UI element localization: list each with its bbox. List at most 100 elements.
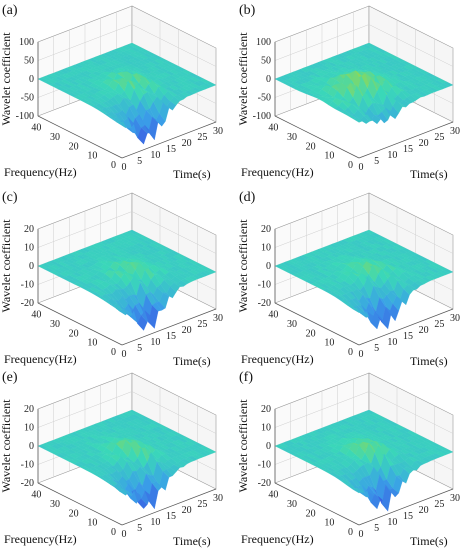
- time-tick-label: 25: [197, 499, 207, 510]
- freq-axis-label: Frequency(Hz): [241, 352, 314, 366]
- freq-tick-label: 30: [287, 499, 297, 510]
- freq-tick-label: 20: [69, 328, 79, 339]
- time-axis: [358, 488, 454, 526]
- surface-cell: [443, 81, 454, 87]
- time-tick-label: 25: [434, 132, 444, 143]
- z-tick-label: -100: [16, 111, 34, 122]
- freq-tick-label: 10: [87, 338, 97, 349]
- z-tick-label: 0: [266, 74, 271, 85]
- time-tick-label: 10: [150, 517, 160, 528]
- time-tick-label: 15: [403, 511, 413, 522]
- freq-tick-label: 20: [69, 141, 79, 152]
- z-tick-label: 50: [261, 56, 271, 67]
- freq-tick-label: 30: [50, 319, 60, 330]
- z-tick-label: -20: [21, 478, 34, 489]
- time-axis-label: Time(s): [173, 354, 211, 368]
- freq-tick-label: 20: [306, 328, 316, 339]
- z-tick-label: 20: [261, 404, 271, 415]
- z-tick-label: 0: [29, 441, 34, 452]
- surface-plot: (f) 20 10 0 -10 -20 Wavelet coefficient 40 30 20 1…: [236, 370, 460, 548]
- time-tick-label: 20: [419, 325, 429, 336]
- freq-axis: [37, 115, 123, 159]
- freq-tick-label: 10: [87, 518, 97, 529]
- surface-cell: [443, 448, 454, 454]
- time-axis-label: Time(s): [410, 534, 448, 548]
- z-tick-label: -10: [258, 460, 271, 471]
- time-tick-label: 5: [137, 343, 142, 354]
- freq-axis-label: Frequency(Hz): [4, 352, 77, 366]
- freq-tick-label: 20: [306, 141, 316, 152]
- z-tick-label: 0: [29, 261, 34, 272]
- time-tick-label: 10: [387, 517, 397, 528]
- freq-tick-label: 10: [87, 151, 97, 162]
- surface-plot: (c) 20 10 0 -10 -20 Wavelet coefficient 40 30 20 1…: [0, 190, 223, 368]
- time-tick-label: 20: [419, 505, 429, 516]
- time-tick-label: 25: [434, 319, 444, 330]
- freq-tick-label: 40: [268, 310, 278, 321]
- subplot-b: (b) 100 50 0 -50 -100 Wavelet coefficient 40 30 2…: [236, 0, 474, 183]
- surface-cell: [443, 268, 454, 274]
- time-tick-label: 0: [122, 529, 127, 540]
- freq-tick-label: 0: [348, 160, 353, 171]
- freq-tick-label: 0: [111, 527, 116, 538]
- time-tick-label: 0: [122, 349, 127, 360]
- z-tick-label: -20: [258, 298, 271, 309]
- panel-label: (b): [239, 3, 256, 18]
- time-tick-label: 20: [419, 138, 429, 149]
- subplot-c: (c) 20 10 0 -10 -20 Wavelet coefficient 40 30 20 1…: [0, 187, 237, 370]
- time-tick-label: 5: [374, 523, 379, 534]
- z-tick-label: 10: [24, 243, 34, 254]
- time-tick-label: 30: [450, 493, 460, 504]
- time-tick-label: 10: [150, 150, 160, 161]
- time-tick-label: 15: [166, 144, 176, 155]
- freq-tick-label: 10: [324, 518, 334, 529]
- z-tick-label: -50: [21, 93, 34, 104]
- z-tick-label: 0: [266, 261, 271, 272]
- time-tick-label: 30: [213, 126, 223, 137]
- time-tick-label: 30: [450, 126, 460, 137]
- freq-axis: [274, 482, 360, 526]
- time-tick-label: 25: [197, 319, 207, 330]
- time-tick-label: 30: [450, 313, 460, 324]
- time-axis: [121, 308, 217, 346]
- time-axis: [358, 308, 454, 346]
- freq-tick-label: 0: [111, 347, 116, 358]
- time-tick-label: 30: [213, 313, 223, 324]
- freq-axis-label: Frequency(Hz): [4, 532, 77, 546]
- z-tick-label: 20: [24, 404, 34, 415]
- z-axis-label: Wavelet coefficient: [0, 32, 13, 126]
- freq-tick-label: 40: [268, 123, 278, 134]
- z-tick-label: -100: [253, 111, 271, 122]
- freq-tick-label: 10: [324, 338, 334, 349]
- panel-label: (c): [2, 190, 18, 205]
- time-tick-label: 20: [182, 138, 192, 149]
- time-tick-label: 5: [137, 156, 142, 167]
- z-tick-label: 20: [24, 224, 34, 235]
- z-tick-label: -10: [21, 280, 34, 291]
- subplot-f: (f) 20 10 0 -10 -20 Wavelet coefficient 40 30 20 1…: [236, 367, 474, 550]
- freq-axis: [274, 302, 360, 346]
- time-axis: [121, 488, 217, 526]
- time-axis-label: Time(s): [173, 167, 211, 181]
- freq-tick-label: 40: [31, 490, 41, 501]
- freq-tick-label: 40: [268, 490, 278, 501]
- freq-tick-label: 10: [324, 151, 334, 162]
- time-axis-label: Time(s): [173, 534, 211, 548]
- surface-mesh: [274, 409, 454, 512]
- z-tick-label: 100: [256, 37, 271, 48]
- freq-axis-label: Frequency(Hz): [241, 165, 314, 179]
- freq-axis-label: Frequency(Hz): [241, 532, 314, 546]
- surface-cell: [206, 448, 217, 454]
- surface-cell: [206, 81, 217, 87]
- freq-tick-label: 40: [31, 310, 41, 321]
- freq-axis: [37, 482, 123, 526]
- time-axis-label: Time(s): [410, 167, 448, 181]
- panel-label: (d): [239, 190, 256, 205]
- time-tick-label: 25: [197, 132, 207, 143]
- surface-plot: (e) 20 10 0 -10 -20 Wavelet coefficient 40 30 20 1…: [0, 370, 223, 548]
- z-tick-label: -50: [258, 93, 271, 104]
- freq-axis-label: Frequency(Hz): [4, 165, 77, 179]
- surface-mesh: [37, 42, 217, 145]
